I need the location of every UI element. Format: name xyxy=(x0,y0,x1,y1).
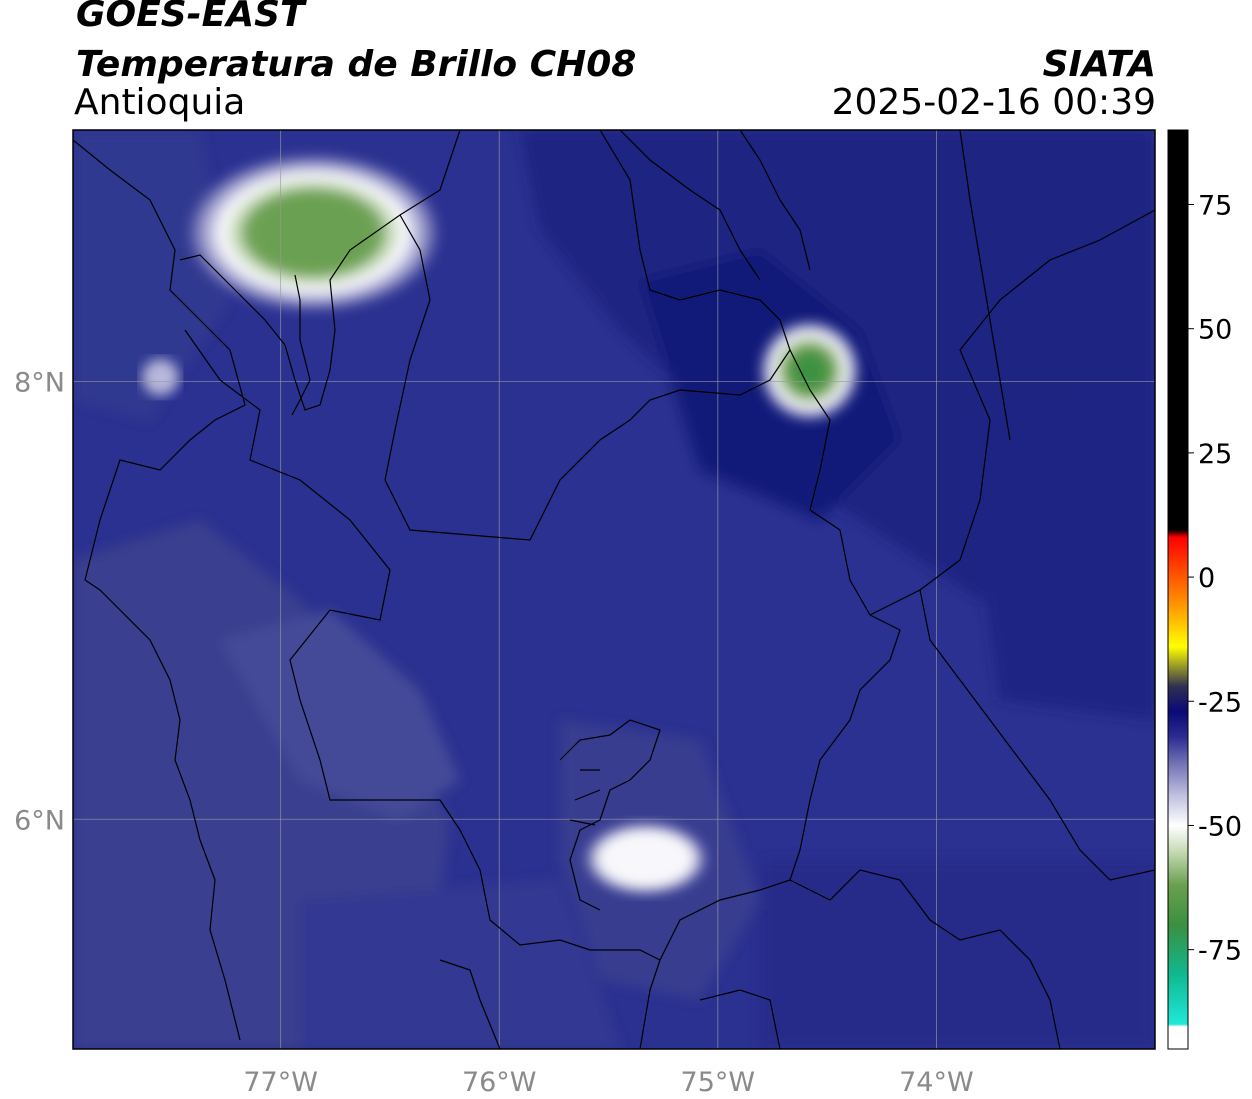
cloud-feature-0 xyxy=(190,156,437,310)
gulf-of-uraba-coast xyxy=(179,130,461,411)
cloud-level-6 xyxy=(790,351,829,390)
antioquia-north-boundary xyxy=(384,130,791,541)
colorbar-bar xyxy=(1168,130,1188,1049)
gulf-inner-coast xyxy=(291,274,311,416)
lat-tick-label: 6°N xyxy=(14,805,65,836)
coastline xyxy=(73,139,246,1041)
cloud-feature-3 xyxy=(141,358,180,397)
atrato-river xyxy=(184,329,661,961)
satellite-title: GOES-EAST xyxy=(76,0,305,35)
colorbar-tick-label: -25 xyxy=(1198,687,1242,718)
region-subtitle: Antioquia xyxy=(74,82,246,123)
graticule xyxy=(73,130,1155,1049)
northern-inland-boundary xyxy=(619,130,811,281)
longitude-tick-labels: 77°W 76°W 75°W 74°W xyxy=(243,1067,973,1098)
map-plot-area xyxy=(73,130,1155,1049)
metro-area-municipalities xyxy=(559,719,661,911)
map-frame xyxy=(72,129,1156,1050)
northeast-boundary xyxy=(959,130,1011,441)
cloud-feature-2 xyxy=(585,823,706,895)
colorbar-tick-label: -75 xyxy=(1198,936,1242,967)
cloud-feature-1 xyxy=(760,321,859,420)
lon-tick-label: 75°W xyxy=(681,1067,756,1098)
colorbar: 75 50 25 0 -25 -50 -75 xyxy=(1167,129,1242,1050)
cloud-level-2 xyxy=(597,830,694,887)
colorbar-tick-label: 0 xyxy=(1198,563,1215,594)
colorbar-tick-label: 25 xyxy=(1198,439,1232,470)
cloud-level-5 xyxy=(253,195,374,271)
lon-tick-label: 76°W xyxy=(462,1067,537,1098)
southern-boundary-1 xyxy=(789,869,1061,1049)
colorbar-tick-labels: 75 50 25 0 -25 -50 -75 xyxy=(1188,191,1242,967)
latitude-tick-labels: 8°N 6°N xyxy=(14,368,65,837)
lat-tick-label: 8°N xyxy=(14,368,65,399)
southern-boundary-3 xyxy=(439,959,501,1049)
cold-cloud-tops xyxy=(141,156,859,895)
datetime-label: 2025-02-16 00:39 xyxy=(831,82,1156,123)
colorbar-tick-label: 75 xyxy=(1198,191,1232,222)
agency-label: SIATA xyxy=(1042,44,1156,85)
cloud-level-1 xyxy=(143,360,178,395)
southern-boundary-2 xyxy=(699,989,781,1049)
lon-tick-label: 74°W xyxy=(899,1067,974,1098)
antioquia-southeast-boundary xyxy=(639,614,901,1049)
colorbar-tick-label: 50 xyxy=(1198,315,1232,346)
colorbar-frame xyxy=(1167,129,1189,1050)
boundary-lines xyxy=(73,130,1155,1049)
colorbar-tick-label: -50 xyxy=(1198,811,1242,842)
product-title: Temperatura de Brillo CH08 xyxy=(76,44,637,85)
magdalena-boundary xyxy=(919,589,1155,881)
lon-tick-label: 77°W xyxy=(243,1067,318,1098)
